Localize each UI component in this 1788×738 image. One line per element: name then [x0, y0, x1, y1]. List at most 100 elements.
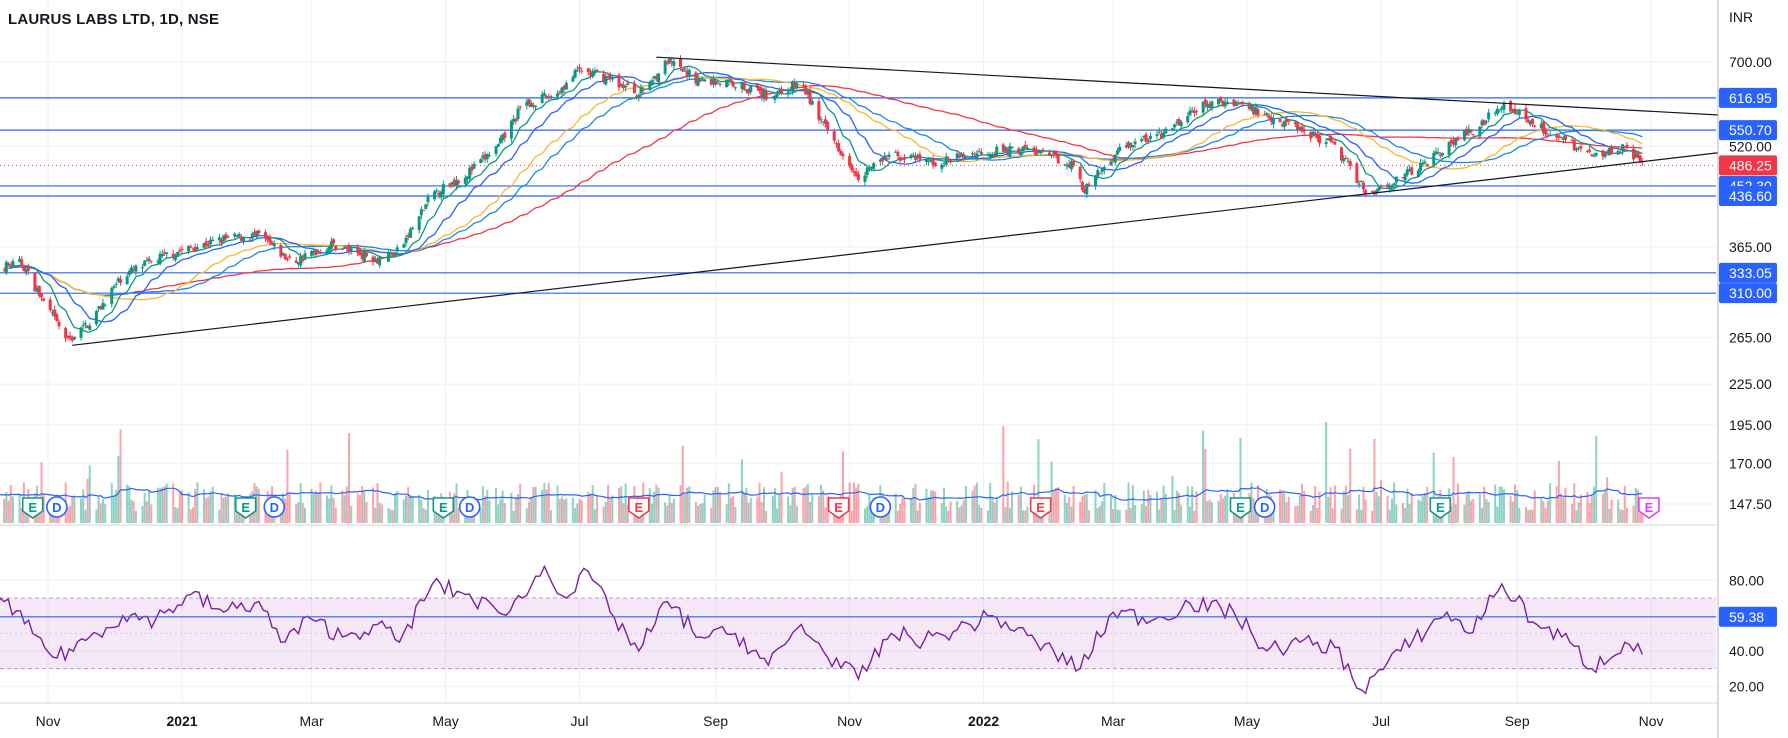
candle-body	[580, 70, 584, 72]
price-tick-label: 195.00	[1729, 417, 1772, 433]
candle-body	[1017, 148, 1021, 154]
candle-body	[577, 67, 581, 70]
candle-body	[1484, 121, 1488, 123]
candle-body	[1588, 149, 1592, 152]
candle-body	[411, 227, 415, 230]
candle-body	[900, 159, 904, 161]
volume-bar	[699, 503, 702, 523]
volume-bar	[1500, 486, 1503, 523]
candle-body	[485, 153, 489, 160]
candle-body	[773, 95, 777, 100]
volume-bar	[356, 493, 359, 523]
volume-bar	[765, 510, 768, 523]
volume-bar	[1617, 499, 1620, 523]
volume-bar	[593, 508, 596, 523]
candle-body	[606, 76, 610, 78]
volume-bar	[328, 498, 331, 523]
candle-body	[1170, 128, 1174, 130]
candle-body	[1375, 190, 1379, 194]
candle-body	[560, 87, 564, 94]
volume-bar	[372, 487, 375, 523]
candle-body	[1416, 170, 1420, 177]
candle-body	[1287, 120, 1291, 122]
volume-bar	[405, 495, 408, 523]
candle-body	[1621, 144, 1625, 151]
candle-body	[1495, 108, 1499, 114]
candle-body	[498, 137, 502, 144]
volume-bar	[747, 502, 750, 523]
candle-body	[1394, 176, 1398, 183]
earnings-icon	[827, 497, 850, 519]
volume-bar	[479, 508, 482, 523]
volume-bar	[159, 488, 162, 523]
volume-bar	[332, 497, 335, 523]
candle-body	[217, 237, 221, 241]
earnings-icon	[627, 497, 650, 519]
volume-bar	[510, 492, 513, 523]
candle-body	[672, 61, 676, 66]
candle-body	[466, 176, 470, 180]
volume-bar	[734, 507, 737, 523]
volume-bar	[716, 486, 719, 523]
candle-body	[160, 253, 164, 257]
candle-body	[1201, 101, 1205, 113]
candle-body	[50, 312, 54, 314]
volume-bar	[150, 504, 153, 523]
volume-bar	[802, 488, 805, 523]
event-marker-D: D	[869, 496, 892, 518]
volume-bar	[1342, 491, 1345, 523]
candle-body	[1080, 182, 1084, 191]
candle-body	[924, 159, 928, 163]
candle-body	[362, 250, 366, 262]
volume-bar	[626, 504, 629, 523]
price-badge: 333.05	[1719, 262, 1777, 283]
volume-bar	[914, 483, 917, 523]
volume-bar	[1358, 494, 1361, 523]
candle-body	[1465, 128, 1469, 136]
candle-body	[33, 272, 37, 292]
candle-body	[1544, 130, 1548, 135]
volume-bar	[1423, 492, 1426, 523]
volume-bar	[1118, 510, 1121, 523]
volume-bar	[1296, 505, 1299, 523]
volume-bar	[343, 495, 346, 523]
candle-body	[1326, 138, 1330, 141]
volume-bar	[1579, 494, 1582, 523]
candle-body	[1249, 104, 1253, 110]
volume-bar	[409, 494, 412, 523]
volume-bar	[387, 507, 390, 523]
volume-bar	[365, 501, 368, 523]
candle-body	[318, 252, 322, 254]
volume-bar	[927, 497, 930, 523]
candle-body	[624, 85, 628, 88]
candle-body	[1116, 150, 1120, 155]
candle-body	[406, 235, 410, 238]
time-tick-label: May	[1234, 713, 1260, 729]
candle-body	[575, 69, 579, 72]
volume-bar	[1393, 482, 1396, 523]
volume-bar	[956, 500, 959, 523]
earnings-icon	[21, 497, 44, 519]
volume-bar	[176, 508, 179, 523]
volume-bar	[916, 510, 919, 523]
candle-body	[1232, 99, 1236, 106]
price-axis-background	[1718, 0, 1788, 738]
candle-body	[441, 184, 445, 195]
volume-bar	[943, 487, 946, 523]
volume-bar	[1180, 504, 1183, 523]
candle-body	[1390, 186, 1394, 188]
volume-bar	[1294, 505, 1297, 523]
volume-bar	[1279, 489, 1282, 523]
price-badge-box	[1719, 606, 1777, 627]
candle-body	[1533, 125, 1537, 127]
volume-bar	[1147, 489, 1150, 523]
volume-bar	[549, 510, 552, 523]
candle-body	[832, 131, 836, 141]
volume-bar	[1085, 493, 1088, 523]
volume-bar	[618, 488, 621, 523]
candle-body	[604, 76, 608, 85]
candle-body	[1269, 116, 1273, 122]
time-tick-label: May	[432, 713, 458, 729]
event-label: E	[28, 500, 37, 515]
